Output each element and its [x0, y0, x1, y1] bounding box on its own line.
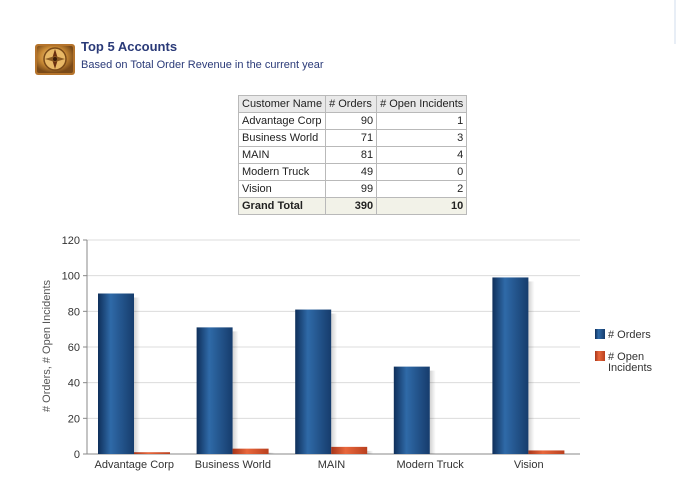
cell-total-orders: 390 [325, 197, 378, 215]
cell-orders: 71 [325, 129, 378, 147]
cell-total-open-incidents: 10 [376, 197, 468, 215]
cell-customer-name: Business World [237, 129, 327, 147]
bar-shadow [232, 331, 239, 454]
x-tick-label: Advantage Corp [95, 459, 175, 471]
table-row: Business World 71 3 [237, 129, 468, 147]
orders-incidents-bar-chart: 0 20 40 60 80 100 120 Advantage Corp Business Wo… [41, 235, 653, 471]
cell-customer-name: Advantage Corp [237, 112, 327, 130]
bar-orders[interactable] [492, 277, 529, 454]
bar-orders[interactable] [295, 309, 332, 454]
bar-open-incidents[interactable] [134, 452, 170, 454]
y-tick-label: 80 [68, 306, 80, 318]
table-row: Modern Truck 49 0 [237, 163, 468, 181]
window-edge [674, 0, 676, 44]
grand-total-row: Grand Total 390 10 [237, 197, 468, 215]
bar-orders[interactable] [196, 327, 233, 454]
cell-customer-name: Modern Truck [237, 163, 327, 181]
legend-swatch-open-incidents [595, 351, 605, 361]
table-header-row: Customer Name # Orders # Open Incidents [237, 95, 468, 113]
bar-shadow [429, 370, 436, 454]
y-tick-label: 100 [62, 271, 80, 283]
legend-label-orders[interactable]: # Orders [608, 329, 651, 341]
x-tick-label: Vision [514, 459, 544, 471]
x-tick-label: MAIN [318, 459, 346, 471]
cell-open-incidents: 4 [376, 146, 468, 164]
bar-shadow [134, 297, 140, 454]
table-row: Vision 99 2 [237, 180, 468, 198]
cell-open-incidents: 1 [376, 112, 468, 130]
bar-shadow [367, 450, 374, 454]
y-tick-label: 0 [74, 449, 80, 461]
x-tick-label: Business World [195, 459, 271, 471]
page-title: Top 5 Accounts [81, 39, 178, 54]
cell-customer-name: Vision [237, 180, 327, 198]
cell-orders: 49 [325, 163, 378, 181]
bar-shadow [331, 313, 338, 454]
y-tick-label: 120 [62, 235, 80, 247]
cell-open-incidents: 2 [376, 180, 468, 198]
bar-shadow [528, 281, 535, 454]
bar-shadow [268, 452, 275, 454]
table-row: Advantage Corp 90 1 [237, 112, 468, 130]
accounts-table: Customer Name # Orders # Open Incidents … [237, 95, 468, 215]
bar-open-incidents[interactable] [528, 450, 565, 454]
bars [98, 277, 565, 455]
tick-labels: 0 20 40 60 80 100 120 Advantage Corp Business Wo… [62, 235, 544, 471]
legend-label-open-incidents[interactable]: # Open Incidents [608, 351, 653, 374]
cell-orders: 99 [325, 180, 378, 198]
y-tick-label: 40 [68, 378, 80, 390]
column-header-customer-name[interactable]: Customer Name [237, 95, 327, 113]
cell-customer-name: MAIN [237, 146, 327, 164]
bar-open-incidents[interactable] [331, 446, 368, 454]
compass-icon [33, 41, 77, 77]
cell-open-incidents: 0 [376, 163, 468, 181]
column-header-orders[interactable]: # Orders [325, 95, 378, 113]
cell-orders: 81 [325, 146, 378, 164]
bar-orders[interactable] [98, 293, 134, 455]
legend: # Orders # Open Incidents [595, 329, 653, 374]
y-tick-label: 60 [68, 342, 80, 354]
y-tick-label: 20 [68, 413, 80, 425]
bar-orders[interactable] [393, 366, 430, 454]
cell-total-label: Grand Total [237, 197, 327, 215]
legend-swatch-orders [595, 329, 605, 339]
cell-open-incidents: 3 [376, 129, 468, 147]
bar-open-incidents[interactable] [232, 448, 269, 454]
y-axis-title: # Orders, # Open Incidents [41, 279, 53, 412]
page-subtitle: Based on Total Order Revenue in the curr… [81, 59, 324, 71]
x-tick-label: Modern Truck [396, 459, 464, 471]
column-header-open-incidents[interactable]: # Open Incidents [376, 95, 468, 113]
cell-orders: 90 [325, 112, 378, 130]
table-row: MAIN 81 4 [237, 146, 468, 164]
